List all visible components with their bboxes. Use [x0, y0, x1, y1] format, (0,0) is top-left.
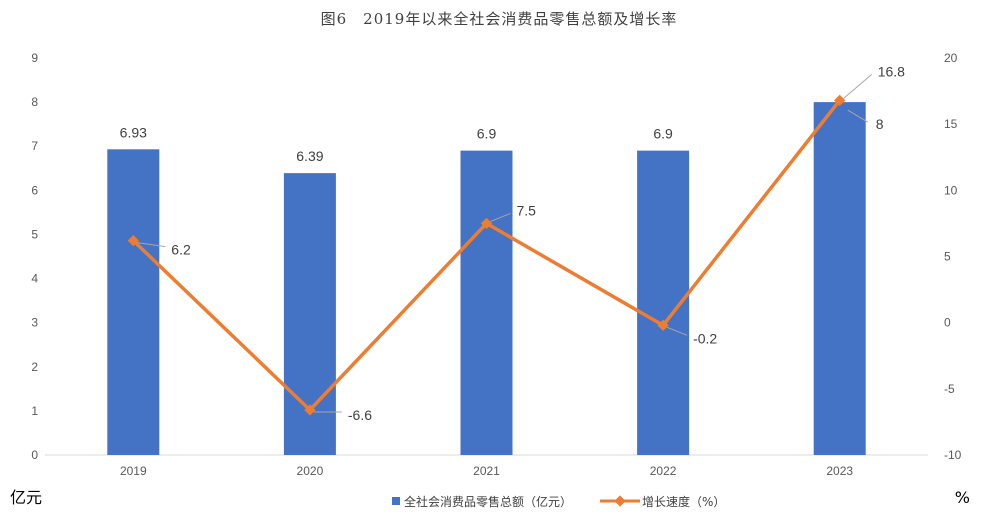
left-tick-label: 3 — [31, 316, 38, 330]
x-tick-label: 2020 — [297, 464, 324, 478]
bar-value-label: 6.9 — [653, 126, 673, 142]
line-value-label: 7.5 — [517, 202, 537, 218]
right-axis-unit: % — [955, 488, 970, 507]
right-tick-label: 5 — [944, 250, 951, 264]
line-point — [127, 234, 139, 247]
left-tick-label: 7 — [31, 139, 38, 153]
bar-value-label: 6.39 — [296, 148, 323, 164]
line-label-leader — [843, 73, 873, 99]
x-tick-label: 2019 — [120, 464, 147, 478]
line-point — [657, 319, 669, 331]
legend-line-marker — [614, 495, 626, 507]
left-tick-label: 2 — [31, 360, 38, 374]
x-tick-label: 2021 — [473, 464, 500, 478]
left-tick-label: 8 — [31, 95, 38, 109]
right-tick-label: -10 — [944, 448, 962, 462]
left-tick-label: 1 — [31, 404, 38, 418]
right-tick-label: 10 — [944, 183, 958, 197]
line-label-leader — [490, 212, 511, 222]
left-tick-label: 4 — [31, 272, 38, 286]
line-value-label: 16.8 — [878, 63, 905, 79]
line-series — [127, 94, 846, 416]
left-tick-label: 6 — [31, 183, 38, 197]
legend-bar-swatch — [392, 497, 400, 505]
chart-axes: 0 1 2 3 4 5 6 7 8 9 -10 -5 0 5 10 15 20 2019 2020 2021 2022 2… — [31, 51, 961, 478]
line-data-labels: 6.2 -6.6 7.5 -0.2 16.8 — [137, 63, 905, 423]
bar-value-label: 8 — [876, 116, 884, 132]
left-tick-label: 5 — [31, 227, 38, 241]
right-tick-label: 20 — [944, 51, 958, 65]
right-tick-label: -5 — [944, 382, 955, 396]
x-tick-label: 2022 — [650, 464, 677, 478]
line-value-label: 6.2 — [171, 242, 191, 258]
bar — [460, 150, 513, 455]
left-tick-label: 0 — [31, 448, 38, 462]
bar — [813, 102, 866, 455]
bar-data-labels: 6.93 6.39 6.9 6.9 8 — [120, 109, 884, 164]
legend-line-label: 增长速度（%） — [642, 494, 725, 509]
right-tick-label: 15 — [944, 117, 958, 131]
line-value-label: -0.2 — [693, 330, 717, 346]
bar-value-label: 6.9 — [477, 126, 497, 142]
line-value-label: -6.6 — [348, 407, 372, 423]
bar-value-label: 6.93 — [120, 124, 147, 140]
legend: 全社会消费品零售总额（亿元） 增长速度（%） — [392, 494, 725, 509]
line-point — [480, 217, 493, 230]
left-axis-unit: 亿元 — [10, 488, 42, 507]
bar-series — [107, 102, 866, 455]
bar-label-leader — [847, 109, 868, 123]
x-tick-label: 2023 — [826, 464, 853, 478]
legend-bar-label: 全社会消费品零售总额（亿元） — [404, 494, 572, 509]
left-tick-label: 9 — [31, 51, 38, 65]
right-tick-label: 0 — [944, 316, 951, 330]
line-label-leader — [666, 326, 688, 336]
chart-title: 图6 2019年以来全社会消费品零售总额及增长率 — [321, 10, 678, 28]
line-point — [304, 404, 316, 416]
line-label-leader — [137, 242, 166, 248]
bar — [107, 149, 160, 455]
